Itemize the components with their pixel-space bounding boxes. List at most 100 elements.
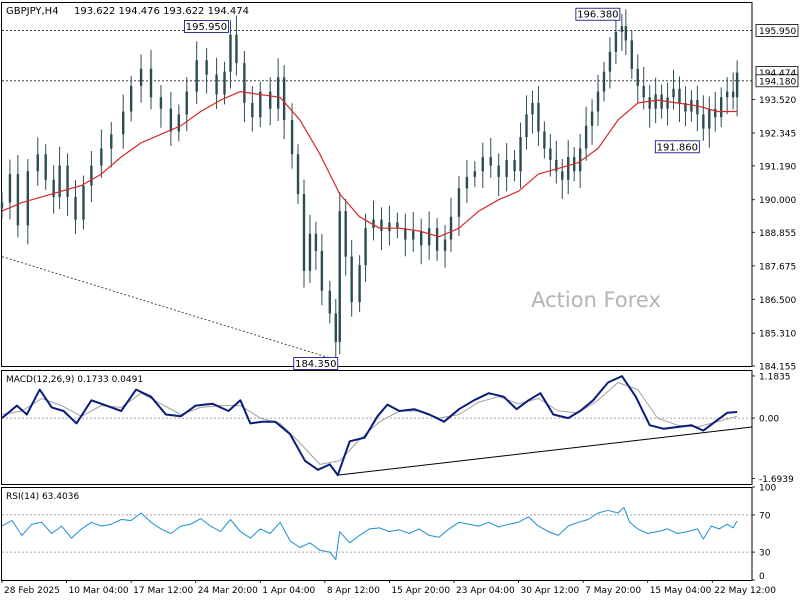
candle-body: [269, 91, 272, 109]
candle-body: [549, 148, 552, 160]
candle-body: [149, 68, 153, 98]
candle-body: [465, 176, 469, 189]
candle-body: [714, 108, 717, 118]
price-trendline: [1, 256, 338, 361]
candle-body: [328, 290, 332, 314]
candle-body: [678, 88, 681, 103]
candle-body: [513, 159, 516, 172]
candle-body: [229, 34, 232, 72]
x-axis-tick-label: 30 Apr 12:00: [521, 586, 580, 596]
candle-body: [380, 219, 383, 232]
price-axis-tick-label: 188.855: [759, 229, 796, 239]
panel-frame-3: [1, 487, 753, 581]
x-axis-tick-label: 15 May 04:00: [650, 586, 712, 596]
rsi-line: [1, 507, 738, 560]
candle-body: [489, 157, 492, 166]
candle-body: [215, 74, 218, 95]
x-axis-tick-label: 24 Mar 20:00: [198, 586, 258, 596]
rsi-axis-tick-label: 30: [759, 549, 771, 559]
candle-body: [630, 40, 634, 69]
candle-body: [358, 265, 361, 303]
candle-body: [696, 100, 699, 115]
x-axis-tick-label: 23 Apr 04:00: [456, 586, 515, 596]
candle-body: [435, 228, 439, 251]
candle-body: [66, 165, 69, 197]
candle-body: [205, 60, 208, 75]
candle-body: [555, 159, 558, 172]
candle-body: [537, 102, 540, 132]
candle-body: [185, 91, 188, 115]
candle-body: [372, 219, 375, 229]
candle-body: [602, 71, 606, 92]
price-axis-tick-label: 191.190: [759, 162, 796, 172]
price-axis-tick-label: 193.520: [759, 96, 796, 106]
candle-body: [159, 97, 163, 109]
candle-body: [243, 63, 246, 103]
candle-body: [672, 88, 675, 98]
candle-body: [282, 77, 286, 121]
price-axis-marker-box: [755, 24, 799, 37]
candle-body: [26, 171, 30, 226]
candle-body: [578, 148, 582, 172]
candle-body: [684, 102, 687, 112]
x-axis-tick-label: 28 Feb 2025: [4, 586, 60, 596]
macd-line: [1, 375, 738, 477]
macd-axis-tick-label: 1.1835: [759, 372, 791, 382]
x-axis-tick-label: 1 Apr 04:00: [262, 586, 315, 596]
candle-body: [259, 91, 262, 118]
candle-body: [608, 51, 612, 72]
candle-body: [334, 313, 337, 342]
candle-body: [177, 114, 181, 132]
candle-body: [396, 222, 399, 229]
price-annotation-label: 195.950: [186, 22, 227, 33]
chart-symbol-label: GBPJPY,H4: [6, 6, 59, 17]
candle-body: [519, 137, 522, 172]
candle-body: [567, 157, 570, 180]
x-axis-tick-label: 15 Apr 20:00: [391, 586, 450, 596]
macd-axis-tick-label: 0.00: [759, 415, 779, 425]
candle-body: [8, 174, 12, 203]
macd-axis-tick-label: -1.6939: [759, 475, 794, 485]
candle-body: [596, 91, 600, 112]
candle-body: [195, 60, 198, 92]
candle-body: [584, 125, 588, 149]
candle-body: [302, 194, 306, 271]
candle-body: [636, 68, 639, 86]
price-axis-tick-label: 192.345: [759, 130, 796, 140]
candle-body: [642, 85, 645, 98]
candle-body: [735, 72, 739, 98]
candle-body: [525, 114, 528, 138]
price-axis-tick-label: 194.474: [759, 69, 796, 79]
candle-body: [505, 159, 508, 177]
candle-body: [702, 114, 705, 129]
price-annotation-box: [654, 140, 700, 154]
x-axis-tick-label: 8 Apr 12:00: [327, 586, 380, 596]
candle-body: [624, 26, 628, 41]
rsi-axis-tick-label: 100: [759, 484, 776, 494]
candle-body: [620, 26, 624, 32]
candle-body: [320, 250, 324, 291]
candle-body: [614, 31, 618, 52]
price-axis-tick-label: 187.675: [759, 262, 796, 272]
candle-body: [497, 165, 500, 177]
price-annotation-label: 184.350: [295, 359, 336, 370]
candle-body: [350, 256, 353, 303]
candle-body: [481, 157, 484, 172]
candle-body: [36, 154, 39, 172]
candle-body: [561, 171, 564, 180]
candle-body: [344, 211, 347, 257]
candle-body: [412, 231, 415, 240]
price-axis-tick-label: 195.950: [759, 27, 796, 37]
x-axis-tick-label: 10 Mar 04:00: [69, 586, 129, 596]
candle-body: [338, 211, 341, 342]
candle-body: [44, 154, 47, 180]
candle-body: [58, 165, 61, 197]
watermark: Action Forex: [531, 288, 661, 312]
candle-body: [708, 108, 711, 129]
candle-body: [0, 202, 4, 209]
price-axis-tick-label: 190.000: [759, 196, 796, 206]
candle-body: [308, 233, 312, 271]
candle-body: [110, 134, 113, 149]
candle-body: [74, 196, 77, 220]
